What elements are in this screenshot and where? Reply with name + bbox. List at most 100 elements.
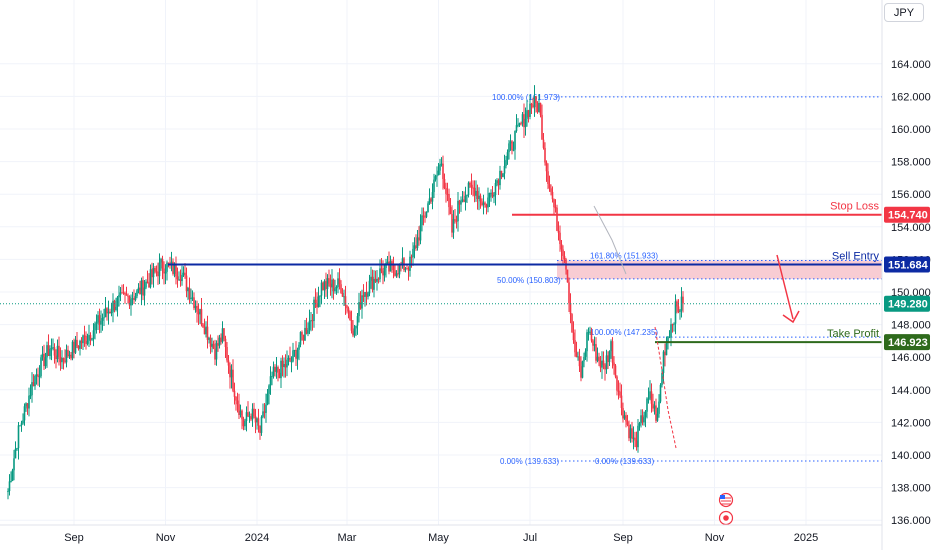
candle-body <box>325 281 327 289</box>
candle-body <box>460 200 462 205</box>
candle-body <box>445 188 447 194</box>
candle-body <box>365 292 368 297</box>
candle-body <box>380 268 383 271</box>
price-tag <box>884 295 930 312</box>
candle-body <box>674 301 677 324</box>
candle-body <box>491 192 494 197</box>
candle-body <box>151 269 153 278</box>
candle-body <box>263 411 266 413</box>
candle-body <box>152 267 155 278</box>
candle-body <box>239 410 242 416</box>
candle-body <box>28 395 30 409</box>
candle-body <box>277 367 279 373</box>
candle-body <box>536 103 539 112</box>
candle-body <box>443 179 446 189</box>
candle-body <box>551 191 554 200</box>
japan-flag-icon <box>723 515 729 521</box>
candle-body <box>388 261 390 272</box>
candle-body <box>97 315 99 323</box>
candle-body <box>521 114 524 124</box>
price-tag <box>884 256 930 273</box>
candle-body <box>107 311 110 314</box>
candle-body <box>361 295 363 309</box>
candle-body <box>337 278 339 287</box>
candle-body <box>448 194 450 208</box>
candle-body <box>59 356 62 363</box>
candle-body <box>200 309 203 325</box>
candle-body <box>673 323 675 325</box>
candle-body <box>656 413 659 421</box>
candle-body <box>478 195 480 199</box>
candle-body <box>185 275 188 292</box>
candle-body <box>160 258 162 263</box>
candle-body <box>31 382 33 396</box>
candle-body <box>130 299 132 306</box>
candle-body <box>542 139 545 148</box>
us-flag-icon <box>720 495 725 499</box>
candle-body <box>509 141 512 144</box>
candle-body <box>223 328 225 339</box>
candle-body <box>433 179 435 193</box>
candle-body <box>613 362 615 366</box>
candle-body <box>545 162 548 172</box>
candle-body <box>370 276 372 281</box>
candle-body <box>244 421 246 427</box>
candle-body <box>16 448 18 450</box>
candle-body <box>637 425 639 448</box>
candle-body <box>259 425 261 433</box>
candle-body <box>257 418 260 426</box>
candle-body <box>221 328 224 342</box>
candle-body <box>248 416 251 418</box>
currency-badge[interactable]: JPY <box>884 3 924 22</box>
fib-label: 100.00% (161.973) <box>492 93 560 102</box>
candle-body <box>265 404 267 413</box>
price-tags: 154.740 151.684 146.923 149.280 <box>884 206 930 351</box>
candle-body <box>541 114 543 140</box>
candle-body <box>595 344 597 361</box>
candle-body <box>580 366 582 378</box>
price-tag <box>884 206 930 223</box>
candle-body <box>638 423 641 426</box>
candle-body <box>32 382 35 387</box>
candle-body <box>98 315 101 325</box>
candle-body <box>655 405 657 421</box>
candle-body <box>317 296 320 308</box>
candle-body <box>53 347 56 356</box>
x-tick-label: 2024 <box>245 532 269 544</box>
candle-body <box>602 360 605 366</box>
candle-body <box>208 337 210 340</box>
candle-body <box>611 341 614 363</box>
candle-body <box>440 163 443 165</box>
candle-body <box>430 198 432 202</box>
candle-body <box>464 195 467 203</box>
candle-body <box>73 341 75 353</box>
candle-body <box>382 270 384 276</box>
candle-body <box>229 365 231 378</box>
candle-body <box>187 288 189 292</box>
candle-body <box>586 332 588 352</box>
candle-body <box>193 297 195 309</box>
candle-body <box>250 416 252 420</box>
candle-body <box>640 415 642 424</box>
candle-body <box>286 359 288 368</box>
candle-body <box>173 263 176 274</box>
level-lines: Stop Loss Sell Entry Take Profit <box>0 201 882 344</box>
candle-body <box>484 202 486 205</box>
candle-body <box>449 207 452 215</box>
candle-body <box>194 305 197 309</box>
candle-body <box>227 360 230 366</box>
candle-body <box>412 248 414 258</box>
candle-body <box>649 391 651 399</box>
candle-body <box>10 480 12 482</box>
candle-body <box>377 278 380 280</box>
y-tick-label: 140.000 <box>891 450 931 462</box>
candle-body <box>235 396 237 401</box>
candle-body <box>145 281 147 288</box>
candle-body <box>623 415 626 419</box>
fib-lines: 100.00% (161.973) 161.80% (151.933) 50.00%… <box>492 93 882 466</box>
candle-body <box>584 351 587 357</box>
fib-trend-line <box>654 326 677 449</box>
candle-body <box>142 280 144 296</box>
candle-body <box>467 182 470 195</box>
